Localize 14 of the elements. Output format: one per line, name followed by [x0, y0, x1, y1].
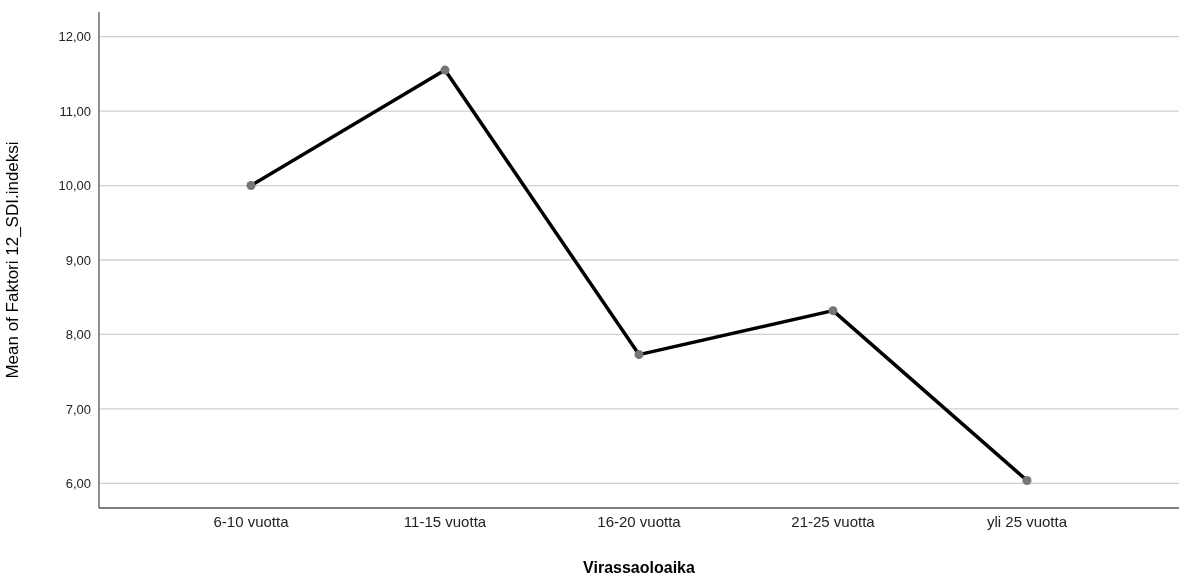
- y-tick-label: 6,00: [65, 476, 91, 492]
- y-tick-label: 7,00: [65, 401, 91, 417]
- y-axis-title: Mean of Faktori 12_SDI.indeksi: [3, 141, 23, 379]
- x-tick-label: 11-15 vuotta: [403, 512, 487, 530]
- x-tick-label: yli 25 vuotta: [986, 512, 1068, 530]
- y-tick-label: 12,00: [58, 29, 91, 45]
- x-tick-label: 6-10 vuotta: [213, 512, 290, 530]
- x-tick-label: 16-20 vuotta: [597, 512, 682, 530]
- y-tick-label: 9,00: [65, 252, 91, 268]
- x-axis-title: Virassaoloaika: [583, 559, 695, 575]
- y-tick-label: 8,00: [65, 327, 91, 343]
- y-tick-label: 10,00: [58, 178, 91, 194]
- x-tick-label: 21-25 vuotta: [791, 512, 876, 530]
- y-tick-label: 11,00: [59, 103, 91, 119]
